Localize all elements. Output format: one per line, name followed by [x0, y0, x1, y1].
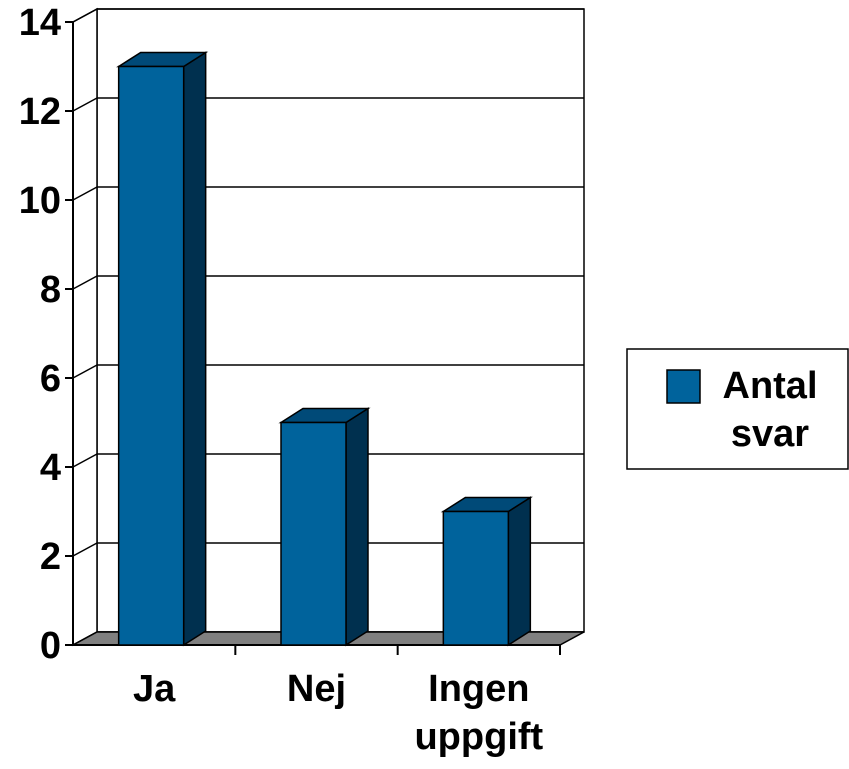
- bar-side: [345, 407, 369, 647]
- y-tick-label: 2: [40, 536, 61, 578]
- grid-line-side: [72, 453, 98, 468]
- bar: [280, 421, 347, 646]
- x-tick-label: Nej: [286, 668, 347, 710]
- x-tick-label: Ingen uppgift: [414, 668, 544, 758]
- grid-line-side: [72, 186, 98, 201]
- grid-line-side: [72, 97, 98, 112]
- bar: [442, 510, 510, 646]
- y-tick-label: 14: [19, 2, 61, 44]
- legend-swatch: [666, 369, 701, 404]
- y-tick-label: 8: [40, 269, 61, 311]
- grid-line-side: [72, 8, 98, 23]
- bar-side: [182, 51, 207, 647]
- bar: [117, 65, 185, 646]
- x-tick-label: Ja: [133, 668, 176, 710]
- legend-label: Antal svar: [722, 365, 818, 455]
- y-tick-label: 10: [19, 180, 61, 222]
- y-tick-label: 0: [40, 625, 61, 667]
- grid-line-side: [72, 364, 98, 379]
- bar-side: [507, 496, 532, 647]
- y-tick-label: 4: [40, 447, 61, 489]
- grid-line-side: [72, 275, 98, 290]
- y-tick-label: 6: [40, 358, 61, 400]
- y-tick-label: 12: [19, 91, 61, 133]
- grid-line-side: [72, 542, 98, 557]
- legend-box: [626, 348, 849, 470]
